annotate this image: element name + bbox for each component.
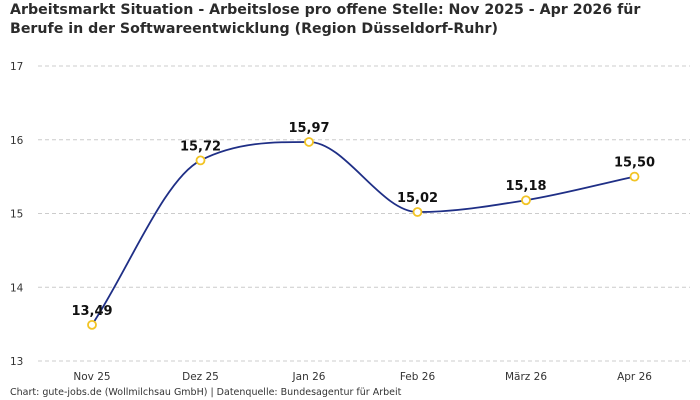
y-tick-label: 13: [10, 356, 23, 368]
chart-source-footer: Chart: gute-jobs.de (Wollmilchsau GmbH) …: [10, 387, 402, 398]
y-tick-label: 16: [10, 135, 24, 147]
data-label: 15,50: [614, 156, 655, 171]
x-tick-label: Feb 26: [400, 371, 436, 383]
x-tick-label: Apr 26: [617, 371, 652, 383]
data-point: [412, 207, 423, 217]
data-label: 15,02: [397, 191, 438, 206]
data-point: [521, 195, 531, 206]
data-label: 15,97: [288, 121, 329, 136]
chart-title: Arbeitsmarkt Situation - Arbeitslose pro…: [10, 2, 641, 37]
data-point: [195, 155, 206, 166]
data-point: [87, 319, 97, 330]
x-tick-label: Jan 26: [292, 371, 326, 383]
y-tick-label: 14: [10, 282, 24, 294]
data-label: 15,18: [505, 179, 546, 194]
data-label: 13,49: [71, 304, 112, 319]
series-line: [91, 141, 635, 326]
data-label: 15,72: [180, 139, 221, 154]
x-tick-label: März 26: [505, 371, 547, 383]
y-tick-label: 15: [10, 209, 23, 221]
data-point: [629, 171, 640, 182]
y-tick-label: 17: [10, 61, 23, 73]
x-tick-label: Nov 25: [73, 371, 110, 383]
x-tick-label: Dez 25: [182, 371, 219, 383]
data-point: [304, 137, 314, 147]
